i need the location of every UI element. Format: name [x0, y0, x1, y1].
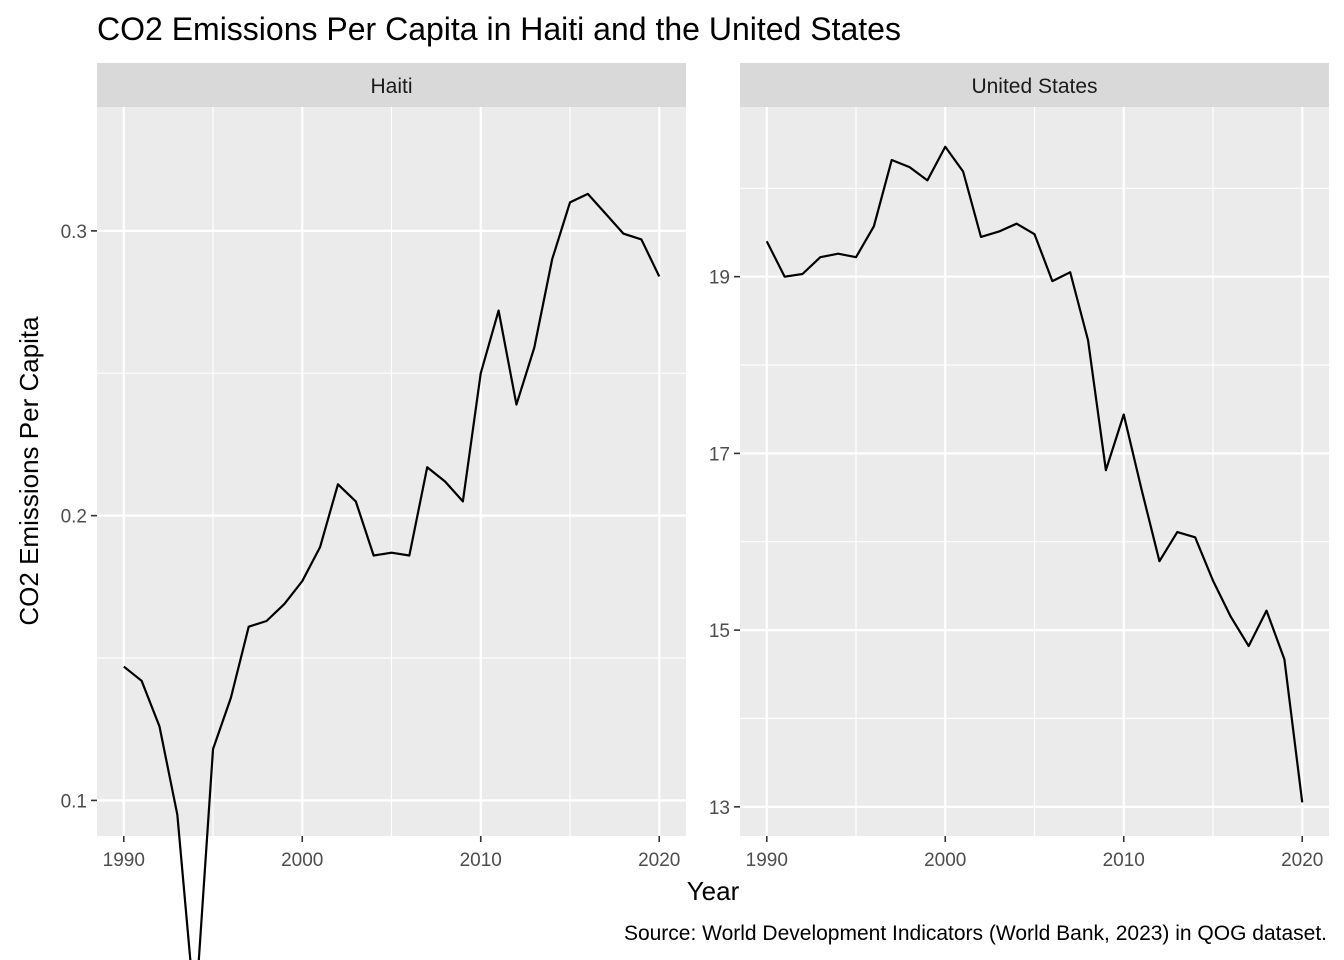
data-point	[373, 555, 375, 557]
x-axis-title: Year	[687, 876, 740, 906]
facet-united-states: United States 1990 2000 2010 2020 13 15 17 19	[709, 63, 1329, 871]
data-point	[230, 697, 232, 699]
data-point	[784, 276, 786, 278]
data-point	[1105, 469, 1107, 471]
data-point	[605, 213, 607, 215]
facet-panels: Haiti 1990 2000 2010 2020 0.1 0.2 0.3 United Sta…	[61, 63, 1329, 960]
data-point	[266, 620, 268, 622]
data-point	[158, 725, 160, 727]
source-caption: Source: World Development Indicators (Wo…	[624, 922, 1327, 945]
data-point	[391, 552, 393, 554]
x-tick-label: 2010	[1103, 850, 1145, 871]
data-point	[623, 233, 625, 235]
y-tick-label: 0.2	[61, 507, 87, 528]
data-point	[658, 275, 660, 277]
data-point	[1069, 271, 1071, 273]
y-tick-label: 15	[709, 621, 730, 642]
data-point	[515, 404, 517, 406]
data-point	[1230, 616, 1232, 618]
data-point	[212, 748, 214, 750]
data-point	[176, 814, 178, 816]
facet-strip	[97, 63, 686, 107]
data-point	[1123, 414, 1125, 416]
data-point	[998, 231, 1000, 233]
facet-haiti: Haiti 1990 2000 2010 2020 0.1 0.2 0.3	[61, 63, 686, 960]
data-point	[408, 555, 410, 557]
data-point	[891, 159, 893, 161]
data-point	[640, 238, 642, 240]
y-tick-label: 0.1	[61, 791, 87, 812]
y-tick-label: 0.3	[61, 222, 87, 243]
data-point	[319, 546, 321, 548]
data-point	[587, 193, 589, 195]
x-tick-label: 2000	[924, 850, 966, 871]
data-point	[962, 171, 964, 173]
data-point	[944, 146, 946, 148]
x-tick-label: 1990	[103, 850, 145, 871]
data-point	[926, 179, 928, 181]
data-point	[1158, 560, 1160, 562]
data-point	[123, 666, 125, 668]
data-point	[1283, 658, 1285, 660]
x-tick-label: 2000	[281, 850, 323, 871]
data-point	[301, 580, 303, 582]
data-point	[1034, 233, 1036, 235]
facet-strip	[740, 63, 1329, 107]
data-point	[426, 466, 428, 468]
data-point	[355, 500, 357, 502]
x-tick-label: 1990	[746, 850, 788, 871]
facet-strip-label: Haiti	[370, 75, 412, 98]
data-point	[1051, 280, 1053, 282]
data-point	[1266, 610, 1268, 612]
data-point	[444, 480, 446, 482]
data-point	[1141, 489, 1143, 491]
data-point	[337, 483, 339, 485]
y-tick-label: 17	[709, 444, 730, 465]
data-point	[1248, 645, 1250, 647]
data-point	[1016, 223, 1018, 225]
y-axis-title: CO2 Emissions Per Capita	[14, 316, 44, 626]
data-point	[141, 680, 143, 682]
facet-strip-label: United States	[971, 75, 1097, 98]
x-tick-label: 2020	[1281, 850, 1323, 871]
data-point	[819, 256, 821, 258]
data-point	[551, 258, 553, 260]
x-tick-label: 2010	[460, 850, 502, 871]
data-point	[248, 626, 250, 628]
chart-title: CO2 Emissions Per Capita in Haiti and th…	[97, 11, 901, 47]
data-point	[766, 240, 768, 242]
y-tick-label: 13	[709, 798, 730, 819]
data-point	[498, 310, 500, 312]
data-point	[283, 603, 285, 605]
data-point	[569, 201, 571, 203]
data-point	[909, 166, 911, 168]
data-point	[533, 347, 535, 349]
data-point	[980, 236, 982, 238]
data-point	[873, 225, 875, 227]
data-point	[855, 256, 857, 258]
data-point	[1194, 536, 1196, 538]
data-point	[1212, 580, 1214, 582]
data-point	[1087, 339, 1089, 341]
y-tick-label: 19	[709, 268, 730, 289]
data-point	[1176, 531, 1178, 533]
data-point	[480, 372, 482, 374]
series-line-united-states	[765, 145, 1304, 803]
data-point	[462, 500, 464, 502]
x-tick-label: 2020	[638, 850, 680, 871]
data-point	[1301, 801, 1303, 803]
data-point	[837, 253, 839, 255]
data-point	[801, 273, 803, 275]
series-line-haiti	[123, 192, 661, 960]
